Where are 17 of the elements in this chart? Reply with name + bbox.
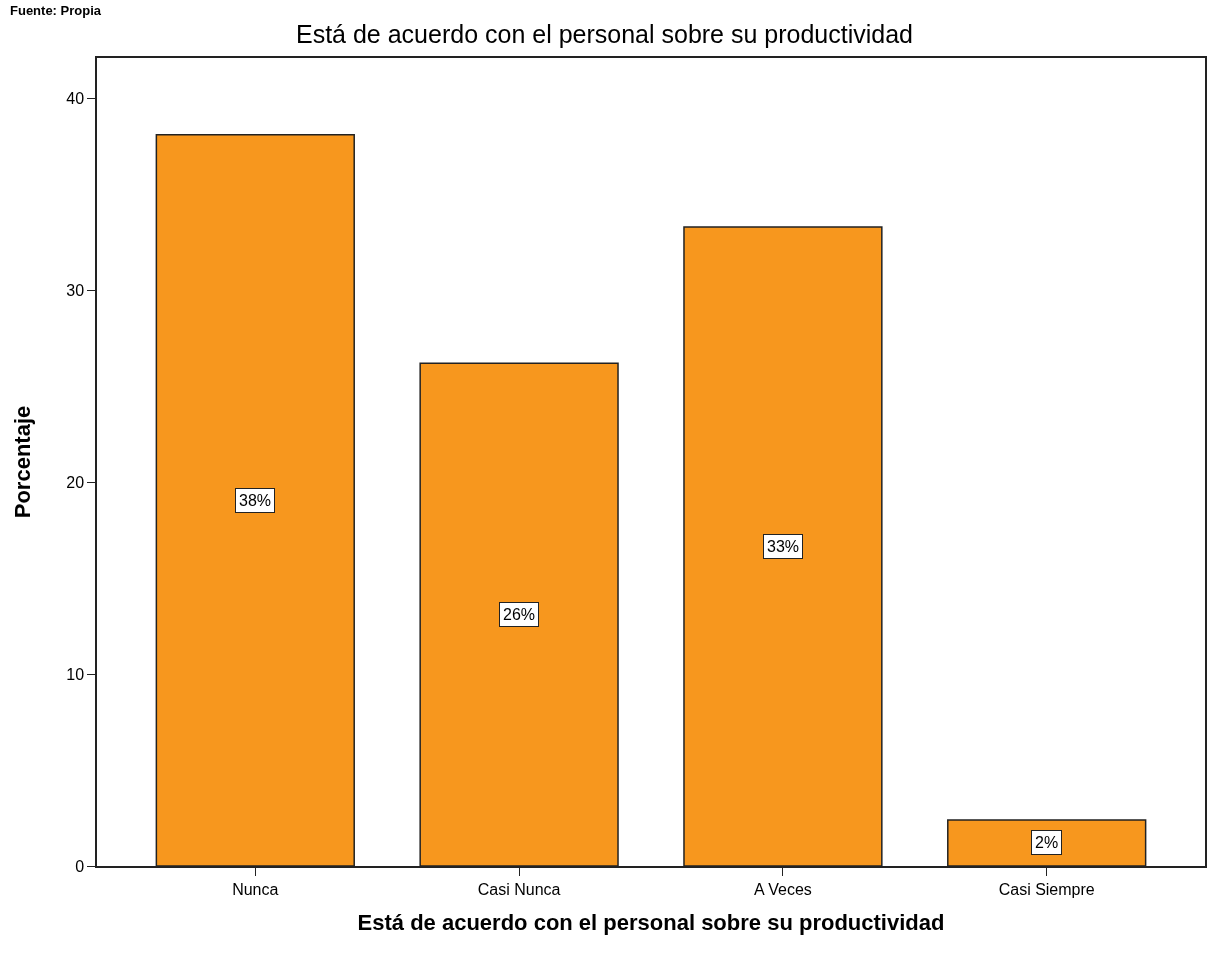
source-note: Fuente: Propia [10, 3, 102, 18]
y-tick-label: 10 [66, 665, 85, 683]
x-tick-label: Casi Nunca [477, 880, 561, 898]
y-tick-label: 30 [66, 281, 85, 299]
data-label: 2% [1035, 834, 1059, 851]
chart-title: Está de acuerdo con el personal sobre su productividad [295, 19, 914, 48]
y-tick-label: 0 [75, 857, 85, 875]
y-tick-label: 20 [66, 473, 85, 491]
y-tick-label: 40 [66, 89, 85, 107]
x-tick-label: Nunca [232, 880, 279, 898]
x-tick-label: A Veces [753, 880, 812, 898]
data-label: 26% [503, 606, 536, 623]
data-label: 33% [767, 538, 800, 555]
x-axis-title: Está de acuerdo con el personal sobre su productividad [357, 910, 945, 936]
y-axis-title: Porcentaje [9, 405, 35, 519]
data-label: 38% [239, 492, 272, 509]
x-tick-label: Casi Siempre [998, 880, 1095, 898]
